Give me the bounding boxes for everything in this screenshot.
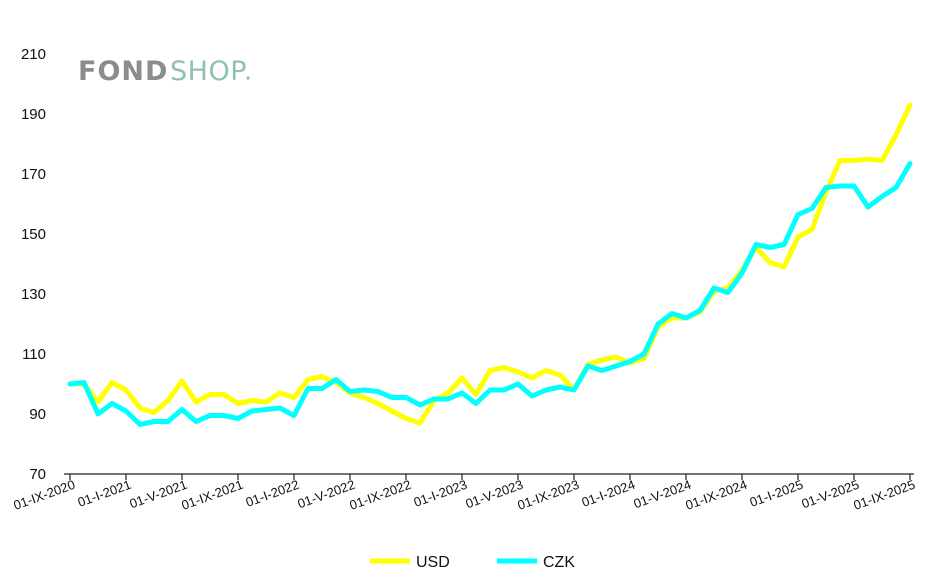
y-tick-label: 190 (21, 106, 46, 123)
x-tick-label: 01-V-2022 (296, 477, 358, 512)
x-axis: 01-IX-202001-I-202101-V-202101-IX-202101… (11, 473, 917, 513)
y-tick-label: 90 (29, 406, 46, 423)
x-tick-label: 01-IX-2023 (515, 477, 581, 513)
x-tick-label: 01-V-2024 (632, 477, 694, 512)
fondshop-logo: FOND SHOP (78, 56, 250, 87)
y-tick-label: 70 (29, 466, 46, 483)
x-tick-label: 01-IX-2021 (179, 477, 245, 513)
series-line-czk (67, 161, 913, 427)
y-tick-label: 110 (22, 346, 46, 363)
legend-label-usd: USD (416, 554, 450, 571)
logo-shop-text: SHOP (170, 56, 247, 87)
x-tick-label: 01-V-2023 (464, 477, 526, 512)
y-axis: 70 90 110 130 150 170 190 210 (21, 46, 46, 483)
series-layer (67, 102, 913, 427)
series-line-usd (67, 102, 913, 426)
y-tick-label: 130 (21, 286, 46, 303)
y-tick-label: 150 (21, 226, 46, 243)
x-tick-label: 01-V-2021 (128, 477, 190, 512)
logo-fond-text: FOND (78, 56, 168, 87)
x-tick-label: 01-I-2024 (580, 477, 637, 510)
x-tick-label: 01-V-2025 (800, 477, 862, 512)
x-tick-label: 01-IX-2024 (683, 477, 749, 513)
y-tick-label: 170 (21, 166, 46, 183)
x-tick-label: 01-I-2021 (76, 477, 133, 510)
y-tick-label: 210 (21, 46, 46, 63)
x-tick-label: 01-I-2022 (244, 477, 301, 510)
x-tick-label: 01-I-2025 (748, 477, 805, 510)
legend: USD CZK (370, 554, 575, 571)
x-tick-label: 01-IX-2022 (347, 477, 413, 513)
legend-label-czk: CZK (543, 554, 575, 571)
logo-dot-icon (246, 76, 250, 80)
x-tick-label: 01-I-2023 (412, 477, 469, 510)
x-tick-label: 01-IX-2025 (851, 477, 917, 513)
